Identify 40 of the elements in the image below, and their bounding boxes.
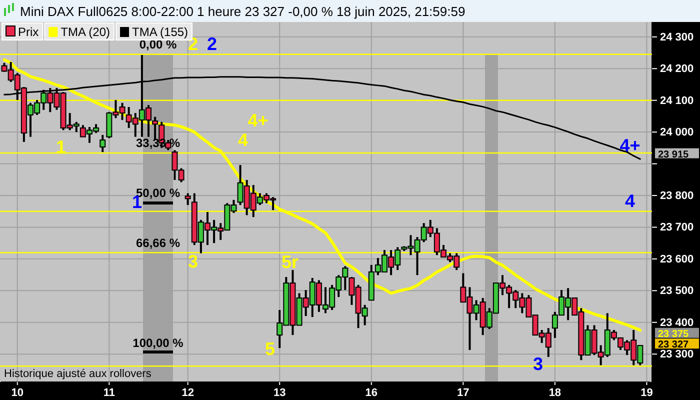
- x-tick-label: 10: [11, 386, 24, 399]
- x-tick-label: 16: [365, 386, 378, 399]
- annotation: 66,66 %: [136, 236, 180, 250]
- annotation: 4: [238, 130, 248, 150]
- data-label: 23 915: [658, 149, 690, 160]
- annotation: 3: [188, 251, 198, 272]
- y-tick-label: 23 300: [660, 348, 694, 361]
- annotation: 4+: [248, 110, 268, 131]
- x-tick-label: 18: [548, 386, 562, 399]
- legend-label: Prix: [18, 25, 39, 39]
- x-tick-label: 11: [103, 386, 115, 399]
- y-tick-label: 24 200: [660, 63, 694, 76]
- legend-label: TMA (155): [132, 25, 188, 39]
- candlestick: [184, 192, 191, 206]
- text: 23 327: [658, 340, 689, 351]
- y-tick-label: 23 400: [660, 316, 694, 329]
- annotation: Historique ajusté aux rollovers: [4, 368, 152, 380]
- data-label: 23 375: [658, 328, 690, 340]
- x-tick-label: 12: [182, 386, 194, 399]
- y-tick-label: 23 500: [660, 285, 694, 298]
- annotation: 4+: [620, 136, 640, 156]
- candlestick: [100, 134, 106, 154]
- annotation: 2: [206, 34, 218, 54]
- x-tick-label: 17: [457, 386, 470, 399]
- annotation: 0,00 %: [139, 38, 178, 52]
- candlestick: [165, 138, 172, 152]
- annotation: 100,00 %: [132, 336, 184, 350]
- y-tick-label: 23 600: [660, 253, 694, 266]
- annotation: 4: [624, 191, 636, 212]
- y-tick-label: 24 000: [660, 126, 694, 139]
- legend-label: TMA (20): [60, 25, 110, 39]
- y-tick-label: 24 300: [660, 31, 694, 44]
- x-tick-label: 13: [273, 386, 286, 399]
- y-tick-label: 23 800: [660, 190, 694, 202]
- chart-title: Mini DAX Full0625 8:00-22:00 1 heure 23 327 -0,00 % 18 juin 2025, 21:59:59: [20, 4, 466, 19]
- y-tick-label: 23 700: [660, 222, 694, 234]
- annotation: 5: [264, 338, 276, 359]
- x-tick-label: 19: [640, 386, 653, 399]
- annotation: 5r: [281, 252, 299, 272]
- y-tick-label: 24 100: [660, 94, 694, 107]
